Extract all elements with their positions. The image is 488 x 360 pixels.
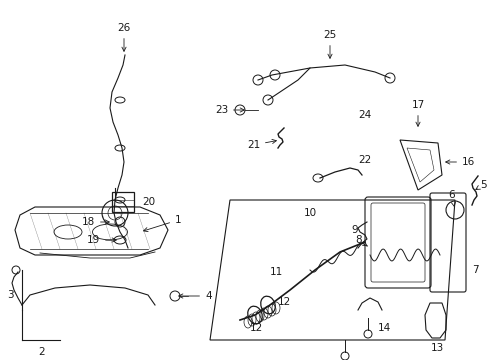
Text: 23: 23 <box>214 105 244 115</box>
Text: 11: 11 <box>269 267 283 277</box>
Text: 1: 1 <box>143 215 181 231</box>
Text: 7: 7 <box>471 265 478 275</box>
Text: 21: 21 <box>246 139 276 150</box>
Text: 4: 4 <box>178 291 211 301</box>
Text: 26: 26 <box>117 23 130 51</box>
Text: 25: 25 <box>323 30 336 58</box>
Text: 6: 6 <box>448 190 454 206</box>
Text: 5: 5 <box>475 180 486 190</box>
Text: 8: 8 <box>355 235 366 246</box>
Text: 9: 9 <box>351 225 357 235</box>
Text: 14: 14 <box>377 323 390 333</box>
Text: 19: 19 <box>86 235 116 245</box>
Text: 22: 22 <box>357 155 370 165</box>
Text: 2: 2 <box>39 347 45 357</box>
Text: 13: 13 <box>429 343 443 353</box>
Text: 20: 20 <box>142 197 155 207</box>
Text: 10: 10 <box>303 208 316 218</box>
Text: 16: 16 <box>445 157 474 167</box>
Text: 12: 12 <box>249 323 263 333</box>
Text: 18: 18 <box>81 217 109 227</box>
Text: 3: 3 <box>7 290 13 300</box>
Text: 24: 24 <box>358 110 371 120</box>
Text: 12: 12 <box>278 297 291 307</box>
Text: 17: 17 <box>410 100 424 126</box>
